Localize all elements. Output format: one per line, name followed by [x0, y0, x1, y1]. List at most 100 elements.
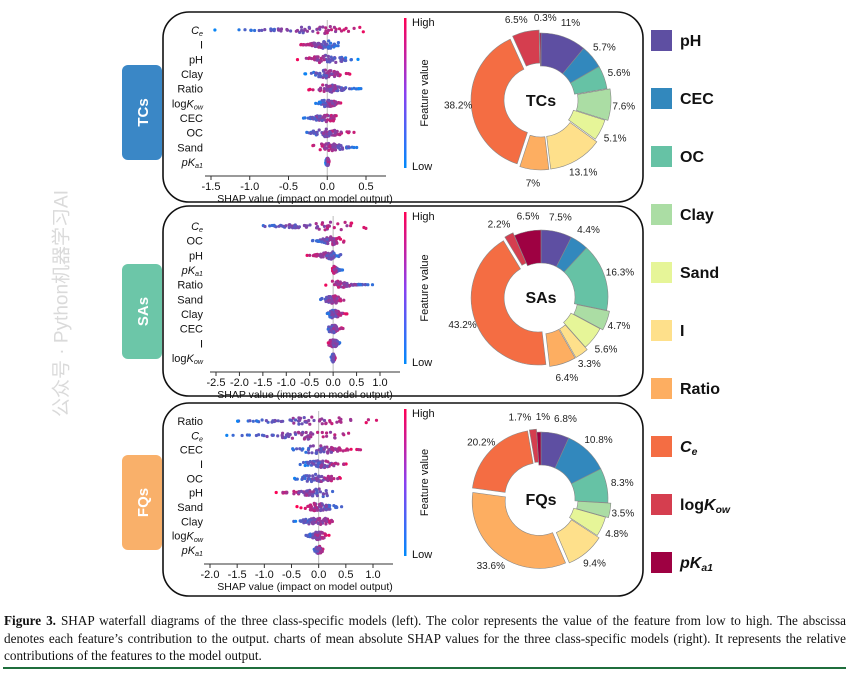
- shap-point: [265, 434, 269, 439]
- shap-point: [328, 298, 332, 302]
- shap-point: [268, 224, 272, 228]
- shap-point: [329, 28, 334, 32]
- donut-slice: [545, 328, 576, 367]
- shap-point: [334, 314, 338, 318]
- shap-point: [260, 433, 265, 437]
- shap-point: [328, 59, 332, 63]
- label-part: pH: [189, 54, 203, 66]
- label-subscript: a1: [701, 563, 713, 574]
- shap-point: [291, 447, 295, 451]
- panel-frame: [162, 205, 644, 397]
- shap-point: [276, 419, 280, 423]
- label-subscript: ow: [194, 536, 204, 544]
- shap-point: [327, 28, 331, 32]
- shap-point: [324, 26, 328, 30]
- shap-point: [333, 323, 337, 327]
- shap-point: [312, 41, 316, 45]
- feature-label: I: [200, 338, 203, 350]
- x-tick-label: -2.0: [230, 377, 249, 389]
- label-italic: K: [187, 98, 195, 110]
- x-tick-label: 1.0: [365, 569, 380, 581]
- shap-point: [237, 28, 241, 32]
- shap-point: [332, 271, 336, 275]
- x-axis-label: SHAP value (impact on model output): [217, 581, 392, 593]
- donut-slice: [570, 468, 609, 503]
- shap-point: [236, 419, 240, 423]
- shap-point: [299, 25, 304, 29]
- shap-point: [342, 240, 346, 244]
- shap-point: [311, 88, 315, 92]
- shap-point: [305, 489, 309, 493]
- feature-label: Ratio: [177, 84, 203, 96]
- shap-point: [333, 436, 337, 440]
- donut-slice: [563, 312, 601, 348]
- shap-point: [302, 521, 306, 525]
- donut-slice: [555, 519, 600, 564]
- shap-point: [315, 58, 319, 62]
- shap-point: [339, 57, 343, 62]
- shap-point: [322, 536, 326, 540]
- shap-point: [312, 501, 316, 505]
- label-part: OC: [187, 128, 204, 140]
- x-tick-label: 0.0: [311, 569, 326, 581]
- legend-swatch: [651, 320, 672, 341]
- shap-point: [329, 328, 333, 332]
- x-tick-label: 1.0: [372, 377, 387, 389]
- group-tab-label: TCs: [135, 98, 152, 126]
- label-part: Clay: [680, 207, 714, 224]
- shap-point: [307, 521, 311, 525]
- shap-point: [292, 489, 296, 493]
- shap-point: [333, 130, 338, 134]
- shap-point: [305, 253, 309, 257]
- legend-label: Clay: [680, 207, 714, 224]
- shap-point: [320, 222, 324, 226]
- shap-point: [335, 310, 339, 314]
- x-tick-label: -2.5: [207, 377, 226, 389]
- donut-slice: [536, 431, 542, 466]
- shap-point: [317, 487, 321, 491]
- label-part: CEC: [180, 324, 203, 336]
- shap-point: [309, 131, 313, 135]
- label-subscript: a1: [195, 550, 203, 558]
- shap-point: [320, 118, 324, 123]
- shap-point: [345, 224, 349, 228]
- shap-point: [304, 420, 308, 424]
- shap-point: [356, 57, 360, 62]
- shap-point: [318, 100, 322, 105]
- feature-label: pH: [189, 54, 203, 66]
- shap-point: [346, 448, 350, 452]
- shap-point: [334, 240, 338, 244]
- shap-point: [255, 419, 259, 423]
- shap-point: [338, 147, 342, 151]
- shap-point: [281, 490, 285, 494]
- shap-point: [349, 58, 353, 62]
- colorbar: [404, 409, 407, 556]
- shap-point: [308, 444, 313, 448]
- slice-label: 1.7%: [509, 413, 532, 424]
- shap-point: [338, 132, 342, 136]
- panel-frame: [162, 402, 644, 597]
- shap-point: [334, 60, 338, 64]
- donut-slice: [559, 324, 588, 359]
- shap-point: [327, 148, 331, 152]
- shap-point: [263, 224, 267, 229]
- shap-point: [298, 447, 302, 451]
- shap-point: [318, 148, 322, 152]
- shap-point: [317, 45, 321, 49]
- x-tick-label: -0.5: [282, 569, 301, 581]
- shap-point: [318, 490, 322, 494]
- label-part: OC: [187, 473, 204, 485]
- label-part: Sand: [680, 265, 719, 282]
- label-part: Ratio: [177, 416, 203, 428]
- shap-point: [321, 54, 325, 59]
- shap-point: [301, 43, 305, 47]
- shap-point: [322, 87, 326, 91]
- donut-slice: [519, 134, 550, 171]
- shap-point: [332, 251, 336, 255]
- x-tick-label: -0.5: [279, 181, 298, 193]
- shap-point: [332, 298, 336, 302]
- legend-swatch: [651, 262, 672, 283]
- shap-point: [315, 239, 319, 243]
- shap-point: [320, 144, 324, 148]
- feature-label: logKow: [172, 98, 204, 111]
